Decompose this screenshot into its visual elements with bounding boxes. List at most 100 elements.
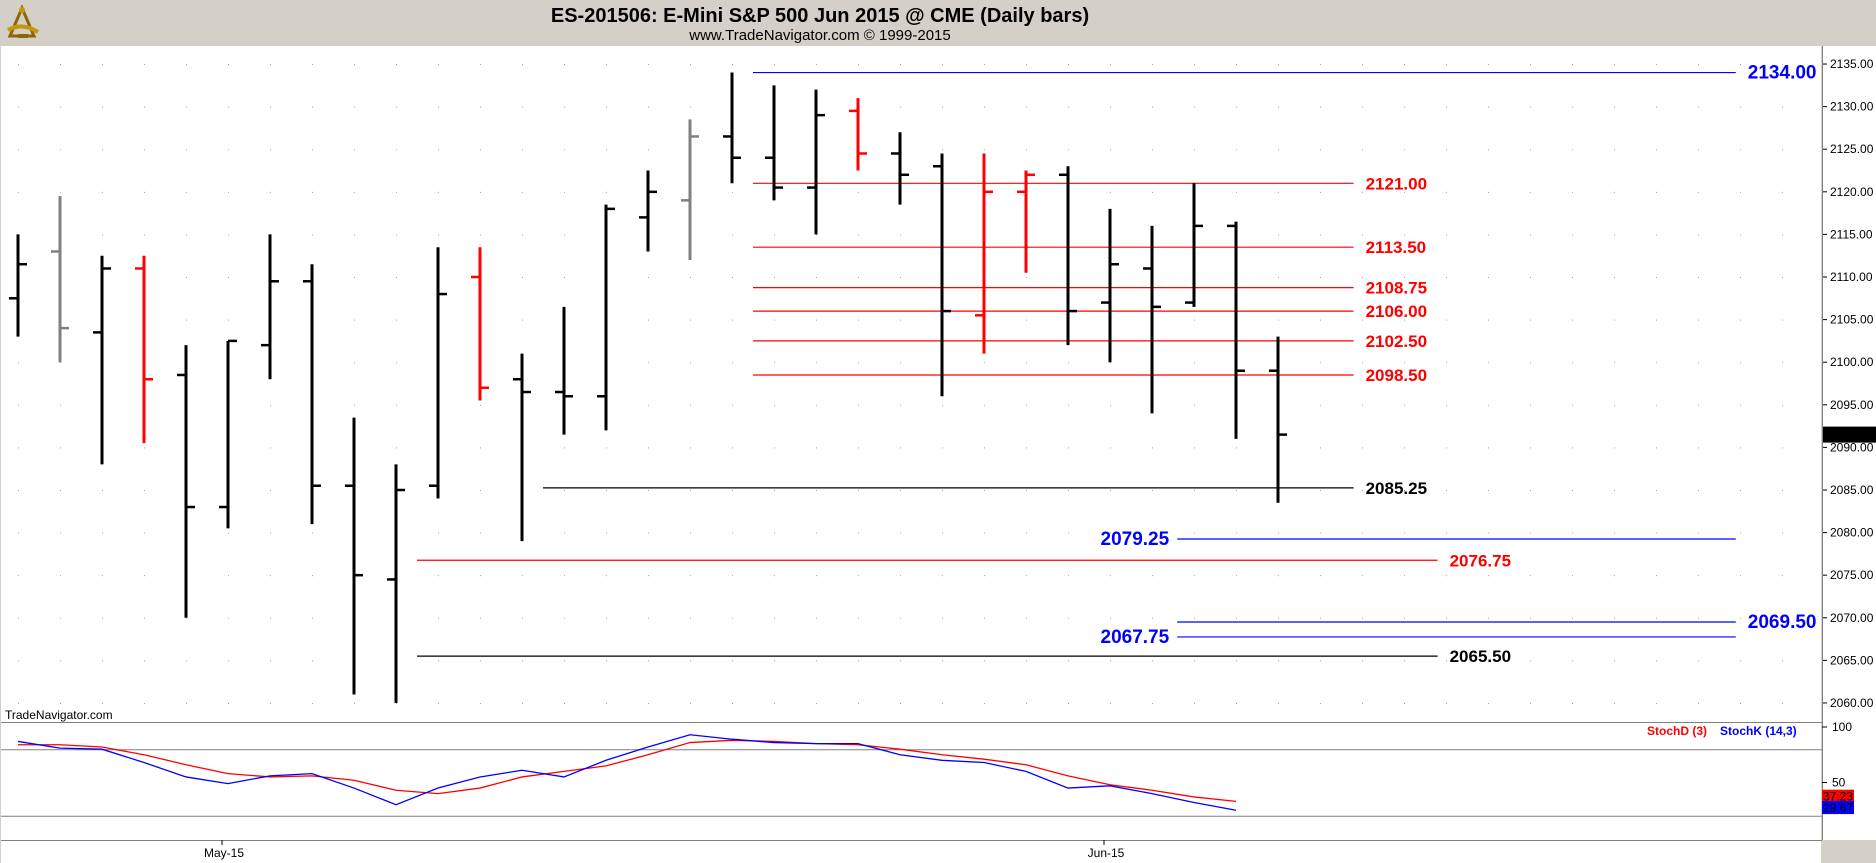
grid-dot	[1110, 532, 1111, 534]
ohlc-bar	[597, 204, 615, 431]
grid-dot	[270, 64, 271, 66]
grid-dot	[1698, 447, 1699, 449]
grid-dot	[1446, 149, 1447, 151]
grid-dot	[1782, 660, 1783, 662]
grid-dot	[1404, 64, 1405, 66]
grid-dot	[942, 489, 943, 491]
grid-dot	[732, 660, 733, 662]
grid-dot	[1194, 149, 1195, 151]
grid-dot	[1530, 447, 1531, 449]
grid-dot	[1026, 532, 1027, 534]
grid-dot	[270, 191, 271, 193]
grid-dot	[1362, 319, 1363, 321]
chart-title: ES-201506: E-Mini S&P 500 Jun 2015 @ CME…	[551, 5, 1089, 27]
grid-dot	[312, 617, 313, 619]
grid-dot	[648, 702, 649, 704]
grid-dot	[1110, 447, 1111, 449]
grid-dot	[1614, 575, 1615, 577]
grid-dot	[732, 277, 733, 279]
ohlc-bar	[723, 72, 741, 184]
grid-dot	[1530, 532, 1531, 534]
grid-dot	[1278, 277, 1279, 279]
grid-dot	[1110, 575, 1111, 577]
grid-dot	[60, 191, 61, 193]
grid-dot	[1236, 617, 1237, 619]
grid-dot	[354, 319, 355, 321]
ohlc-bar	[1101, 208, 1119, 363]
grid-dot	[1614, 277, 1615, 279]
grid-dot	[816, 64, 817, 66]
grid-dot	[1782, 191, 1783, 193]
grid-dot	[1362, 277, 1363, 279]
grid-dot	[1068, 660, 1069, 662]
grid-dot	[1446, 532, 1447, 534]
grid-dot	[1656, 404, 1657, 406]
grid-dot	[648, 362, 649, 364]
grid-dot	[1068, 362, 1069, 364]
grid-dot	[1698, 617, 1699, 619]
ohlc-bar	[135, 255, 153, 444]
grid-dot	[1110, 660, 1111, 662]
grid-dot	[984, 362, 985, 364]
grid-dot	[480, 191, 481, 193]
grid-dot	[1782, 702, 1783, 704]
grid-dot	[1530, 106, 1531, 108]
price-axis-label: 2070.00	[1830, 611, 1874, 625]
grid-dot	[228, 617, 229, 619]
grid-dot	[438, 64, 439, 66]
price-axis-label: 2065.00	[1830, 653, 1874, 667]
price-axis-label: 2120.00	[1830, 185, 1874, 199]
time-axis: May-15 Jun-15	[204, 840, 1125, 860]
price-axis-label: 2130.00	[1830, 100, 1874, 114]
grid-dot	[1236, 532, 1237, 534]
grid-dot	[270, 617, 271, 619]
price-axis-label: 2090.00	[1830, 440, 1874, 454]
grid-dot	[1488, 532, 1489, 534]
grid-dot	[1740, 319, 1741, 321]
grid-dot	[1488, 277, 1489, 279]
grid-dot	[1236, 660, 1237, 662]
grid-dot	[1698, 660, 1699, 662]
grid-dot	[480, 404, 481, 406]
grid-dot	[186, 277, 187, 279]
price-axis-label: 2080.00	[1830, 526, 1874, 540]
grid-dot	[1698, 277, 1699, 279]
grid-dot	[1152, 702, 1153, 704]
grid-dot	[1656, 447, 1657, 449]
grid-dot	[648, 149, 649, 151]
grid-dot	[1194, 106, 1195, 108]
grid-dot	[690, 489, 691, 491]
grid-dot	[900, 319, 901, 321]
grid-dot	[1572, 404, 1573, 406]
grid-dot	[1614, 404, 1615, 406]
sextant-logo-icon	[4, 4, 42, 42]
grid-dot	[900, 447, 901, 449]
grid-dot	[18, 532, 19, 534]
grid-dot	[774, 234, 775, 236]
grid-dot	[1320, 106, 1321, 108]
grid-dot	[942, 106, 943, 108]
grid-dot	[858, 702, 859, 704]
grid-dot	[1488, 489, 1489, 491]
grid-dot	[1278, 149, 1279, 151]
grid-dot	[1026, 64, 1027, 66]
grid-dot	[1278, 319, 1279, 321]
grid-dot	[1362, 191, 1363, 193]
price-axis-label: 2095.00	[1830, 398, 1874, 412]
grid-dot	[312, 64, 313, 66]
grid-dot	[606, 447, 607, 449]
grid-dot	[312, 660, 313, 662]
grid-dot	[1110, 489, 1111, 491]
grid-dot	[816, 447, 817, 449]
grid-dot	[1782, 319, 1783, 321]
grid-dot	[1362, 149, 1363, 151]
grid-dot	[1026, 575, 1027, 577]
grid-dot	[984, 702, 985, 704]
grid-dot	[1656, 149, 1657, 151]
grid-dot	[564, 277, 565, 279]
grid-dot	[1320, 191, 1321, 193]
grid-dot	[1530, 191, 1531, 193]
grid-dot	[1320, 362, 1321, 364]
grid-dot	[60, 64, 61, 66]
grid-dot	[144, 447, 145, 449]
